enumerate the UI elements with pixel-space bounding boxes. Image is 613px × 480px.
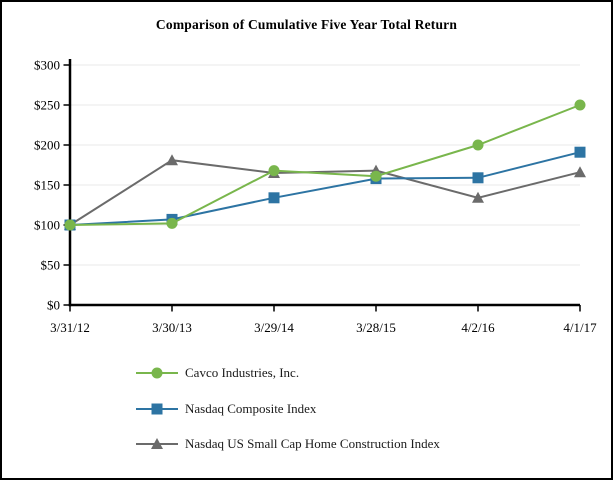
x-tick-label: 3/29/14 [254, 320, 294, 335]
x-tick-label: 4/1/17 [563, 320, 597, 335]
legend-line-square-marker [136, 403, 178, 414]
x-tick-label: 3/30/13 [152, 320, 192, 335]
data-point-circle [64, 219, 76, 231]
y-tick-label: $200 [34, 138, 60, 153]
legend-marker-circle [151, 367, 163, 379]
y-tick-label: $250 [34, 98, 60, 113]
y-tick-label: $300 [34, 58, 60, 73]
data-point-triangle [166, 154, 178, 166]
y-tick-label: $50 [41, 258, 61, 273]
data-point-circle [166, 217, 178, 229]
data-point-square [472, 172, 484, 184]
series-line-1 [69, 151, 581, 226]
legend-marker-square [151, 403, 163, 414]
legend-marker-triangle [151, 438, 163, 449]
legend-label: Nasdaq Composite Index [185, 400, 317, 416]
legend-label: Cavco Industries, Inc. [185, 365, 300, 380]
y-tick-label: $100 [34, 218, 60, 233]
y-tick-label: $0 [47, 298, 60, 313]
legend-item-nasdaq-composite: Nasdaq Composite Index [135, 400, 440, 416]
data-point-circle [472, 139, 484, 151]
legend-line-triangle-marker [136, 438, 178, 449]
chart-title: Comparison of Cumulative Five Year Total… [155, 17, 458, 32]
data-point-triangle [574, 166, 586, 178]
data-point-circle [574, 99, 586, 111]
x-tick-label: 4/2/16 [461, 320, 495, 335]
data-point-square [268, 192, 280, 204]
x-tick-label: 3/31/12 [50, 320, 90, 335]
legend-label: Nasdaq US Small Cap Home Construction In… [185, 436, 440, 451]
data-point-triangle [472, 191, 484, 203]
legend-line-circle-marker [136, 367, 178, 379]
y-tick-label: $150 [34, 178, 60, 193]
data-point-circle [370, 170, 382, 182]
series-line-2 [69, 159, 581, 226]
data-point-square [574, 146, 586, 158]
x-tick-label: 3/28/15 [356, 320, 396, 335]
legend: Cavco Industries, Inc. Nasdaq Composite … [135, 365, 440, 473]
data-point-circle [268, 165, 280, 177]
legend-item-cavco: Cavco Industries, Inc. [135, 365, 440, 380]
series-line-0 [69, 104, 581, 226]
legend-item-home-construction: Nasdaq US Small Cap Home Construction In… [135, 436, 440, 451]
